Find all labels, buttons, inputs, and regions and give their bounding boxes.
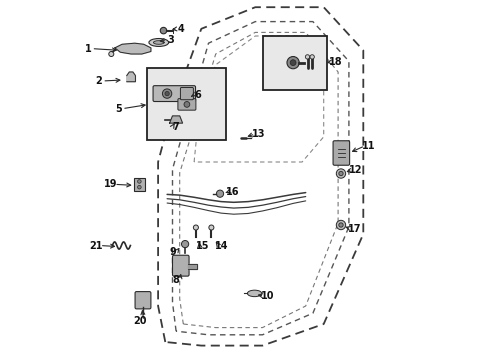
Text: 13: 13 [252,129,265,139]
Text: 18: 18 [328,57,342,67]
Text: 16: 16 [225,186,239,197]
Bar [147,68,226,140]
Circle shape [108,51,114,57]
Polygon shape [187,264,196,269]
Circle shape [137,180,141,183]
Text: 7: 7 [172,122,179,132]
Circle shape [286,57,299,69]
Text: 8: 8 [172,275,179,285]
Circle shape [137,185,141,189]
Text: 17: 17 [347,224,360,234]
Circle shape [289,60,295,66]
Circle shape [183,102,189,107]
FancyBboxPatch shape [178,99,196,110]
Circle shape [164,91,169,96]
Circle shape [305,55,309,59]
Circle shape [336,220,345,230]
Text: 10: 10 [261,291,274,301]
Text: 4: 4 [178,24,184,34]
Ellipse shape [153,41,164,44]
Circle shape [216,190,223,197]
Text: 9: 9 [169,247,176,257]
Circle shape [162,89,171,98]
FancyBboxPatch shape [180,87,193,100]
FancyBboxPatch shape [135,292,151,309]
Ellipse shape [247,290,261,297]
FancyBboxPatch shape [332,141,349,165]
Text: 11: 11 [361,141,375,151]
Circle shape [309,55,314,59]
Circle shape [181,240,188,248]
Circle shape [193,225,198,230]
Circle shape [160,27,166,34]
Text: 12: 12 [348,165,362,175]
FancyBboxPatch shape [172,255,189,276]
Text: 6: 6 [194,90,201,100]
Text: 20: 20 [133,316,146,326]
Circle shape [338,171,343,176]
Circle shape [208,225,213,230]
Circle shape [336,169,345,178]
Text: 19: 19 [103,179,117,189]
Text: 15: 15 [196,240,209,251]
Polygon shape [115,43,151,54]
Text: 5: 5 [115,104,122,114]
Text: 21: 21 [89,240,102,251]
Text: 14: 14 [215,240,228,251]
Text: 1: 1 [84,44,91,54]
Polygon shape [126,72,135,82]
Circle shape [338,223,343,227]
Bar [133,178,145,191]
Text: 3: 3 [167,35,174,45]
Bar [262,36,326,90]
FancyBboxPatch shape [153,86,195,102]
Polygon shape [169,116,182,123]
Text: 2: 2 [95,76,102,86]
Ellipse shape [149,39,168,46]
